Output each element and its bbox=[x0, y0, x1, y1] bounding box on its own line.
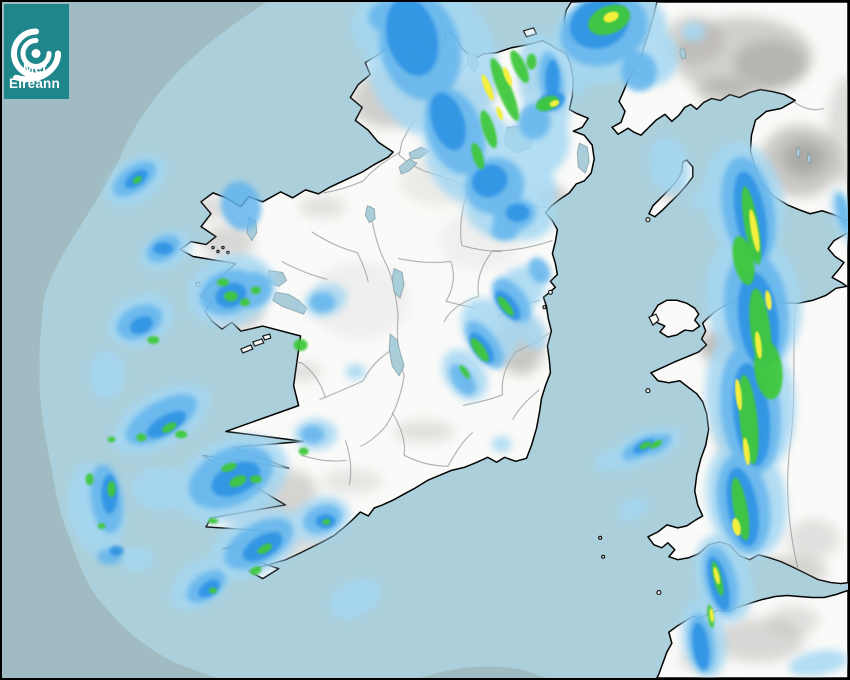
rain-layer-heavy bbox=[85, 4, 783, 629]
lough-corrib bbox=[272, 291, 307, 315]
strangford-lough bbox=[576, 142, 590, 174]
lundy-island bbox=[656, 589, 662, 596]
lough-derg bbox=[388, 333, 405, 377]
calf-of-man bbox=[645, 217, 651, 223]
cyclone-swirl-icon bbox=[11, 28, 61, 82]
logo-text-line1: Met bbox=[23, 61, 47, 76]
aran-islands bbox=[240, 344, 254, 354]
logo-text-line2: Éireann bbox=[9, 76, 60, 91]
met-eireann-logo: Met Éireann bbox=[4, 4, 69, 99]
rain-layer-intense bbox=[481, 11, 772, 623]
sea-outside-radar bbox=[2, 2, 548, 678]
lough-ree bbox=[391, 267, 405, 299]
holy-island bbox=[648, 313, 660, 326]
